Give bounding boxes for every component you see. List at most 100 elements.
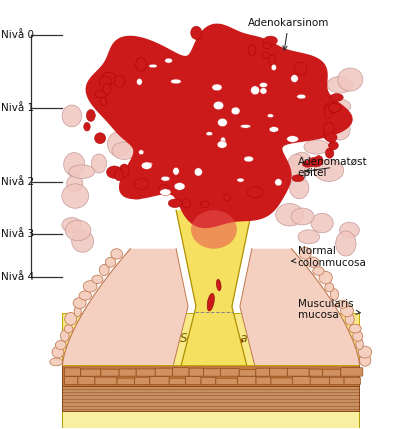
Ellipse shape	[217, 141, 227, 148]
FancyBboxPatch shape	[172, 368, 189, 376]
Ellipse shape	[191, 210, 237, 249]
FancyBboxPatch shape	[341, 368, 363, 376]
Ellipse shape	[173, 167, 179, 175]
FancyBboxPatch shape	[134, 377, 150, 385]
Ellipse shape	[94, 133, 106, 144]
FancyBboxPatch shape	[81, 369, 101, 376]
Ellipse shape	[353, 331, 363, 341]
Ellipse shape	[108, 132, 131, 157]
Ellipse shape	[287, 136, 298, 142]
Ellipse shape	[237, 178, 244, 182]
Ellipse shape	[84, 122, 90, 131]
Ellipse shape	[311, 213, 333, 233]
Ellipse shape	[64, 153, 85, 176]
Ellipse shape	[244, 156, 254, 162]
Ellipse shape	[136, 79, 142, 85]
Ellipse shape	[73, 298, 86, 308]
Ellipse shape	[291, 152, 312, 176]
Ellipse shape	[294, 62, 307, 75]
Ellipse shape	[110, 80, 131, 97]
Ellipse shape	[136, 57, 146, 71]
Ellipse shape	[74, 306, 81, 317]
Ellipse shape	[170, 79, 181, 84]
Ellipse shape	[291, 75, 298, 82]
Ellipse shape	[224, 194, 230, 201]
Ellipse shape	[267, 114, 274, 118]
Ellipse shape	[86, 109, 95, 121]
Ellipse shape	[105, 257, 116, 267]
Ellipse shape	[314, 156, 323, 165]
FancyBboxPatch shape	[64, 368, 81, 376]
Ellipse shape	[349, 324, 361, 333]
Ellipse shape	[338, 68, 363, 91]
Ellipse shape	[229, 338, 243, 345]
Ellipse shape	[145, 162, 152, 166]
FancyBboxPatch shape	[201, 378, 216, 385]
Ellipse shape	[213, 101, 224, 110]
Ellipse shape	[95, 90, 108, 98]
Ellipse shape	[248, 187, 263, 198]
Ellipse shape	[65, 313, 77, 325]
Ellipse shape	[91, 154, 106, 173]
Ellipse shape	[329, 119, 350, 140]
Ellipse shape	[62, 184, 89, 208]
FancyBboxPatch shape	[119, 369, 136, 376]
Ellipse shape	[104, 74, 124, 96]
FancyBboxPatch shape	[216, 378, 238, 385]
Ellipse shape	[302, 160, 313, 167]
Ellipse shape	[292, 175, 304, 181]
Ellipse shape	[79, 291, 92, 300]
Ellipse shape	[138, 150, 144, 154]
Ellipse shape	[160, 189, 171, 196]
Ellipse shape	[356, 338, 363, 350]
Text: Nivå 4: Nivå 4	[2, 272, 35, 281]
Ellipse shape	[340, 222, 359, 238]
Ellipse shape	[291, 208, 314, 225]
Ellipse shape	[360, 354, 371, 366]
Ellipse shape	[200, 201, 209, 208]
Ellipse shape	[319, 272, 332, 284]
Ellipse shape	[323, 128, 330, 140]
Ellipse shape	[168, 199, 182, 208]
Ellipse shape	[324, 102, 339, 114]
Ellipse shape	[111, 249, 122, 259]
Ellipse shape	[103, 84, 111, 94]
Ellipse shape	[60, 330, 69, 341]
Ellipse shape	[206, 132, 213, 136]
Ellipse shape	[99, 76, 111, 86]
Ellipse shape	[304, 140, 330, 154]
Ellipse shape	[165, 58, 172, 63]
Bar	[62, 386, 360, 411]
Ellipse shape	[194, 168, 202, 176]
Ellipse shape	[336, 300, 348, 308]
Ellipse shape	[345, 314, 354, 325]
Bar	[62, 411, 360, 428]
FancyBboxPatch shape	[150, 377, 169, 385]
FancyBboxPatch shape	[292, 377, 310, 385]
Ellipse shape	[52, 346, 64, 358]
Ellipse shape	[325, 283, 334, 292]
Ellipse shape	[94, 329, 110, 338]
Ellipse shape	[121, 95, 147, 110]
Ellipse shape	[218, 118, 227, 127]
Ellipse shape	[328, 103, 340, 112]
Text: Nivå 1: Nivå 1	[2, 103, 35, 112]
Text: Nivå 3: Nivå 3	[2, 229, 35, 239]
FancyBboxPatch shape	[322, 369, 341, 376]
Ellipse shape	[277, 123, 304, 137]
Bar	[62, 313, 360, 365]
Text: Adenomatøst
epitel: Adenomatøst epitel	[298, 157, 367, 178]
Ellipse shape	[240, 124, 251, 128]
Ellipse shape	[119, 164, 129, 177]
Ellipse shape	[161, 176, 170, 181]
Ellipse shape	[260, 88, 267, 94]
Ellipse shape	[271, 64, 276, 71]
Ellipse shape	[308, 157, 323, 167]
Ellipse shape	[72, 230, 94, 252]
Ellipse shape	[248, 45, 256, 56]
Ellipse shape	[212, 84, 222, 91]
Ellipse shape	[334, 114, 352, 127]
Ellipse shape	[341, 305, 354, 317]
FancyBboxPatch shape	[270, 368, 287, 376]
Ellipse shape	[274, 334, 286, 339]
